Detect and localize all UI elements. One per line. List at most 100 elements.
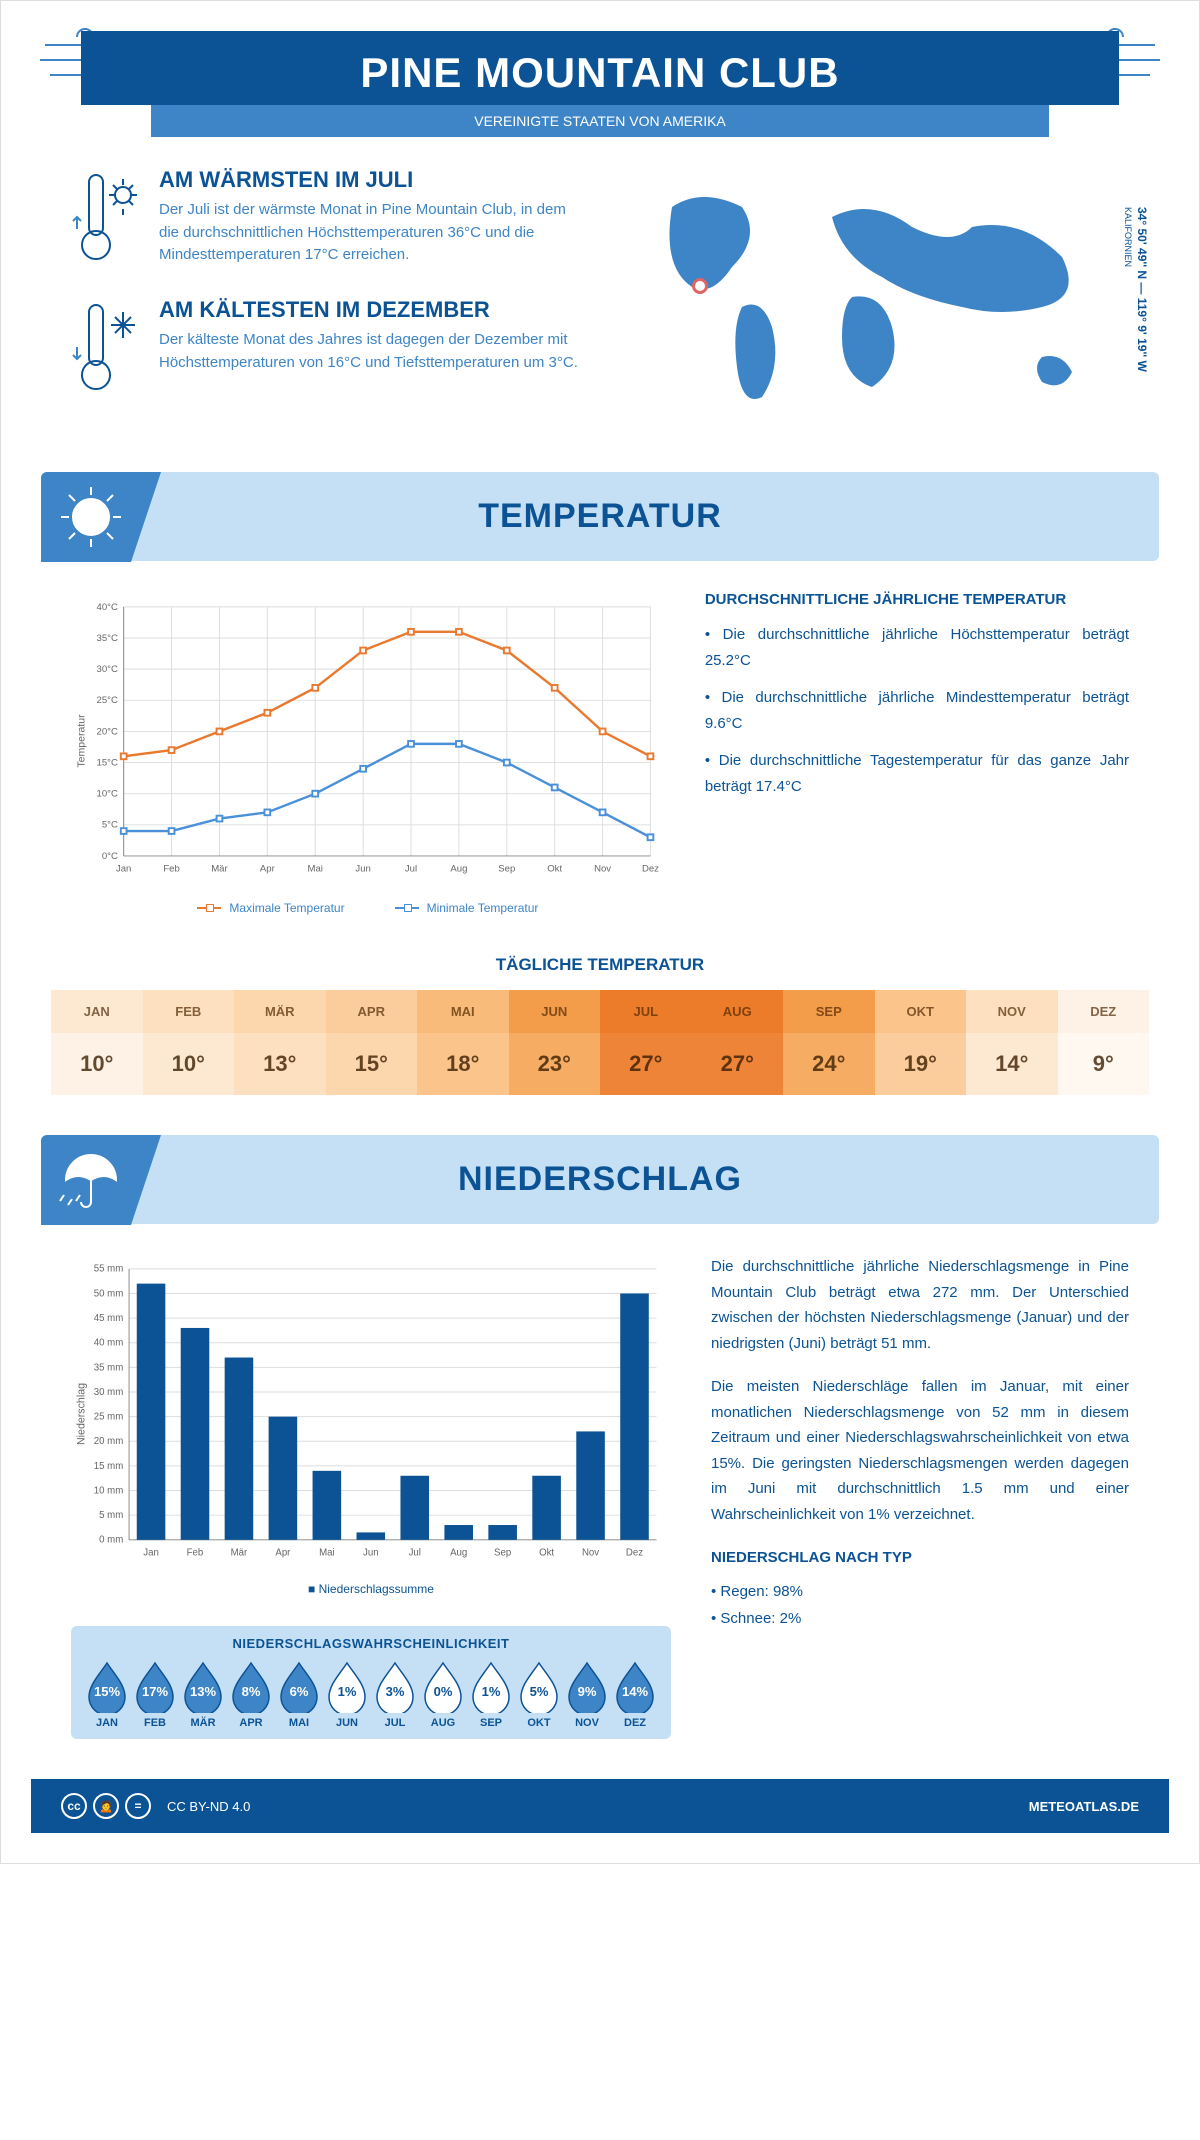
temp-table-col: OKT19° (875, 990, 967, 1095)
svg-text:10 mm: 10 mm (94, 1485, 124, 1496)
svg-text:0°C: 0°C (102, 851, 118, 862)
probability-drop: 6% MAI (277, 1659, 321, 1729)
thermometer-cold-icon (71, 297, 141, 402)
svg-text:Apr: Apr (275, 1547, 291, 1558)
svg-text:5°C: 5°C (102, 820, 118, 831)
probability-drop: 1% SEP (469, 1659, 513, 1729)
probability-drop: 14% DEZ (613, 1659, 657, 1729)
cc-license: cc 🙍 = CC BY-ND 4.0 (61, 1793, 250, 1819)
warmest-text: Der Juli ist der wärmste Monat in Pine M… (159, 199, 585, 267)
svg-text:15°C: 15°C (97, 757, 118, 768)
svg-text:Jul: Jul (409, 1547, 421, 1558)
probability-drop: 5% OKT (517, 1659, 561, 1729)
coldest-block: AM KÄLTESTEN IM DEZEMBER Der kälteste Mo… (71, 297, 585, 402)
temp-table-col: DEZ9° (1058, 990, 1150, 1095)
section-title: NIEDERSCHLAG (71, 1160, 1129, 1199)
section-title: TEMPERATUR (71, 497, 1129, 536)
probability-drop: 3% JUL (373, 1659, 417, 1729)
svg-text:15 mm: 15 mm (94, 1461, 124, 1472)
sun-icon (56, 482, 126, 552)
precipitation-summary: Die durchschnittliche jährliche Niedersc… (711, 1254, 1129, 1739)
temp-table-col: APR15° (326, 990, 418, 1095)
svg-text:0 mm: 0 mm (99, 1535, 123, 1546)
section-header-precipitation: NIEDERSCHLAG (41, 1135, 1159, 1224)
svg-text:Nov: Nov (594, 863, 611, 874)
svg-text:Sep: Sep (494, 1547, 511, 1558)
svg-text:Niederschlag: Niederschlag (76, 1383, 88, 1445)
temp-table-col: FEB10° (143, 990, 235, 1095)
svg-text:Mai: Mai (308, 863, 323, 874)
probability-drop: 0% AUG (421, 1659, 465, 1729)
nd-icon: = (125, 1793, 151, 1819)
svg-text:Okt: Okt (547, 863, 562, 874)
country-ribbon: VEREINIGTE STAATEN VON AMERIKA (151, 105, 1049, 137)
svg-text:45 mm: 45 mm (94, 1313, 124, 1324)
svg-text:20°C: 20°C (97, 726, 118, 737)
cc-icon: cc (61, 1793, 87, 1819)
svg-text:Jun: Jun (363, 1547, 379, 1558)
svg-text:25 mm: 25 mm (94, 1412, 124, 1423)
temp-table-col: JUL27° (600, 990, 692, 1095)
svg-text:40°C: 40°C (97, 602, 118, 613)
probability-drop: 1% JUN (325, 1659, 369, 1729)
coldest-text: Der kälteste Monat des Jahres ist dagege… (159, 329, 585, 374)
title-banner: PINE MOUNTAIN CLUB (81, 31, 1119, 105)
svg-text:5 mm: 5 mm (99, 1510, 123, 1521)
svg-text:Aug: Aug (450, 1547, 467, 1558)
svg-text:Sep: Sep (498, 863, 515, 874)
svg-text:Feb: Feb (163, 863, 179, 874)
section-header-temperature: TEMPERATUR (41, 472, 1159, 561)
probability-drop: 15% JAN (85, 1659, 129, 1729)
temp-table-col: MÄR13° (234, 990, 326, 1095)
svg-text:Feb: Feb (187, 1547, 204, 1558)
temp-table-col: MAI18° (417, 990, 509, 1095)
temp-table-col: SEP24° (783, 990, 875, 1095)
svg-text:30°C: 30°C (97, 664, 118, 675)
probability-drop: 9% NOV (565, 1659, 609, 1729)
coordinates: 34° 50' 49'' N — 119° 9' 19'' W KALIFORN… (1121, 207, 1149, 372)
location-title: PINE MOUNTAIN CLUB (81, 49, 1119, 97)
probability-drop: 8% APR (229, 1659, 273, 1729)
temp-table-col: JAN10° (51, 990, 143, 1095)
svg-text:Dez: Dez (626, 1547, 643, 1558)
svg-text:Jan: Jan (143, 1547, 159, 1558)
warmest-title: AM WÄRMSTEN IM JULI (159, 167, 585, 193)
svg-text:Dez: Dez (642, 863, 659, 874)
footer: cc 🙍 = CC BY-ND 4.0 METEOATLAS.DE (31, 1779, 1169, 1833)
temp-table-col: AUG27° (692, 990, 784, 1095)
svg-text:Mär: Mär (211, 863, 228, 874)
temp-table-col: NOV14° (966, 990, 1058, 1095)
precipitation-probability: NIEDERSCHLAGSWAHRSCHEINLICHKEIT 15% JAN … (71, 1626, 671, 1739)
svg-text:Jun: Jun (355, 863, 370, 874)
svg-text:Jan: Jan (116, 863, 131, 874)
svg-text:10°C: 10°C (97, 789, 118, 800)
daily-temp-title: TÄGLICHE TEMPERATUR (31, 955, 1169, 975)
coldest-title: AM KÄLTESTEN IM DEZEMBER (159, 297, 585, 323)
precipitation-bar-chart: 0 mm5 mm10 mm15 mm20 mm25 mm30 mm35 mm40… (71, 1254, 671, 1574)
svg-text:50 mm: 50 mm (94, 1288, 124, 1299)
bar-legend: Niederschlagssumme (71, 1582, 671, 1596)
svg-text:55 mm: 55 mm (94, 1264, 124, 1275)
svg-text:Aug: Aug (450, 863, 467, 874)
svg-text:35 mm: 35 mm (94, 1362, 124, 1373)
umbrella-icon (56, 1145, 126, 1215)
thermometer-hot-icon (71, 167, 141, 272)
probability-drop: 13% MÄR (181, 1659, 225, 1729)
chart-legend: Maximale Temperatur Minimale Temperatur (71, 901, 665, 915)
svg-text:Jul: Jul (405, 863, 417, 874)
temp-table-col: JUN23° (509, 990, 601, 1095)
svg-text:Nov: Nov (582, 1547, 599, 1558)
svg-text:Temperatur: Temperatur (75, 714, 87, 768)
temperature-line-chart: 0°C 5°C 10°C 15°C 20°C 25°C 30°C 35°C 40°C Jan Feb… (71, 591, 665, 891)
world-map: 34° 50' 49'' N — 119° 9' 19'' W KALIFORN… (615, 167, 1129, 432)
svg-text:20 mm: 20 mm (94, 1436, 124, 1447)
site-name: METEOATLAS.DE (1029, 1799, 1139, 1814)
warmest-block: AM WÄRMSTEN IM JULI Der Juli ist der wär… (71, 167, 585, 272)
svg-text:30 mm: 30 mm (94, 1387, 124, 1398)
daily-temp-table: JAN10°FEB10°MÄR13°APR15°MAI18°JUN23°JUL2… (51, 990, 1149, 1095)
by-icon: 🙍 (93, 1793, 119, 1819)
svg-text:Mai: Mai (319, 1547, 335, 1558)
temperature-summary: DURCHSCHNITTLICHE JÄHRLICHE TEMPERATUR •… (705, 591, 1129, 915)
svg-text:35°C: 35°C (97, 633, 118, 644)
svg-text:25°C: 25°C (97, 695, 118, 706)
